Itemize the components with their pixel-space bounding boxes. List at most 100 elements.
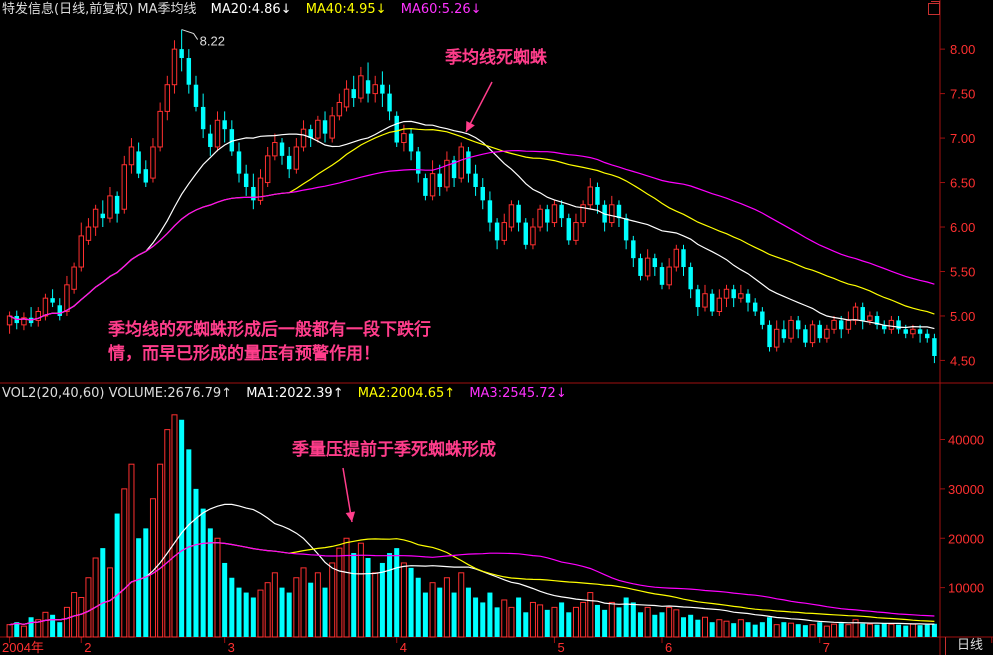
candle-body-97 (702, 293, 708, 308)
candle-body-47 (343, 88, 350, 108)
volume-bar-8 (63, 606, 70, 638)
volume-bar-53 (387, 553, 393, 637)
volume-bar-111 (802, 625, 808, 637)
candle-body-107 (773, 328, 780, 348)
candle-body-117 (845, 319, 852, 330)
volume-bar-88 (637, 612, 643, 637)
volume-bar-118 (852, 619, 859, 638)
candle-body-40 (293, 146, 300, 170)
note-line-2: 情，而早已形成的量压有预警作用！ (108, 344, 380, 364)
ma40-value: MA40:4.95↓ (305, 2, 387, 17)
candle-body-77 (559, 204, 564, 219)
candle-body-84 (609, 204, 615, 224)
volume-bar-119 (860, 623, 866, 637)
period-button-daily[interactable]: 日线 (945, 637, 993, 655)
candle-body-19 (143, 169, 149, 183)
vol-ma2-value: MA2:2004.65↑ (357, 386, 456, 401)
candle-body-103 (745, 293, 751, 303)
volume-bar-24 (179, 419, 185, 637)
volume-annotation: 季量压提前于季死蜘蛛形成 (292, 440, 496, 460)
candle-body-71 (516, 204, 521, 223)
candle-body-23 (171, 48, 178, 86)
candle-body-69 (501, 222, 507, 241)
candle-body-52 (380, 84, 385, 94)
candle-body-119 (860, 307, 865, 321)
volume-bar-14 (106, 567, 113, 638)
volume-bar-96 (695, 619, 701, 637)
candle-body-68 (494, 222, 500, 241)
candle-body-99 (716, 297, 723, 313)
volume-bar-99 (716, 619, 723, 638)
candle-body-27 (200, 106, 206, 130)
time-tick-label-1: 2 (84, 640, 91, 655)
volume-bar-95 (688, 614, 694, 637)
volume-bar-91 (659, 612, 665, 637)
volume-bar-125 (903, 625, 909, 637)
volume-bar-36 (264, 582, 271, 638)
volume-bar-33 (243, 592, 249, 637)
volume-tick-label-3: 10000 (948, 581, 984, 596)
volume-bar-82 (594, 604, 600, 637)
volume-bar-103 (745, 622, 751, 637)
price-tick-label-6: 5.00 (950, 309, 975, 324)
candle-body-50 (365, 80, 371, 94)
volume-bar-63 (458, 572, 465, 638)
volume-bar-84 (608, 601, 615, 638)
volume-bar-83 (602, 609, 608, 637)
volume-bar-23 (171, 414, 178, 638)
volume-bar-79 (572, 606, 579, 638)
volume-bar-38 (279, 587, 285, 637)
volume-bar-90 (652, 614, 658, 637)
volume-bar-41 (300, 567, 307, 638)
candle-body-96 (695, 289, 701, 308)
candle-body-125 (903, 329, 908, 334)
volume-header: VOL2(20,40,60) VOLUME:2676.79↑ MA1:2022.… (2, 386, 577, 402)
volume-bar-43 (314, 572, 321, 638)
volume-bar-108 (781, 622, 787, 637)
candle-body-89 (644, 257, 651, 277)
volume-bar-26 (193, 488, 199, 637)
volume-bar-46 (336, 547, 343, 638)
volume-bar-15 (114, 513, 120, 637)
time-tick-label-3: 4 (400, 640, 407, 655)
volume-bar-51 (372, 572, 379, 638)
candle-body-59 (429, 173, 436, 197)
volume-bar-78 (566, 612, 572, 637)
candle-body-54 (394, 115, 399, 143)
candle-body-48 (351, 89, 356, 99)
candle-body-8 (64, 284, 70, 313)
candle-body-33 (243, 173, 249, 187)
restore-window-icon[interactable] (928, 1, 940, 15)
candle-body-7 (57, 305, 62, 316)
candle-body-28 (208, 133, 213, 147)
candle-body-25 (186, 58, 192, 85)
candle-body-43 (315, 119, 321, 139)
time-tick-label-2: 3 (228, 640, 235, 655)
candle-body-100 (723, 288, 730, 299)
volume-bar-92 (666, 606, 673, 638)
candle-body-104 (752, 302, 758, 312)
candle-body-113 (817, 324, 822, 339)
volume-tick-label-0: 40000 (948, 433, 984, 448)
volume-bar-9 (71, 592, 78, 638)
candle-body-88 (638, 258, 643, 276)
candle-body-53 (387, 93, 392, 112)
ma60-line (9, 149, 935, 321)
candle-body-106 (767, 324, 772, 348)
volume-bar-65 (473, 597, 479, 637)
volume-bar-2 (20, 625, 27, 638)
volume-bar-70 (508, 606, 515, 638)
price-tick-label-2: 7.00 (950, 131, 975, 146)
candle-body-57 (416, 151, 421, 174)
chart-title: 特发信息(日线,前复权) MA季均线 (2, 2, 197, 17)
candle-body-10 (78, 235, 84, 268)
candle-body-14 (107, 195, 113, 219)
volume-bar-98 (709, 622, 715, 637)
candle-body-127 (917, 329, 923, 334)
candle-body-49 (358, 75, 364, 99)
volume-bar-19 (143, 528, 149, 637)
candle-body-116 (838, 320, 844, 330)
high-price-label: 8.22 (200, 34, 225, 49)
volume-ma1-line (9, 503, 935, 626)
